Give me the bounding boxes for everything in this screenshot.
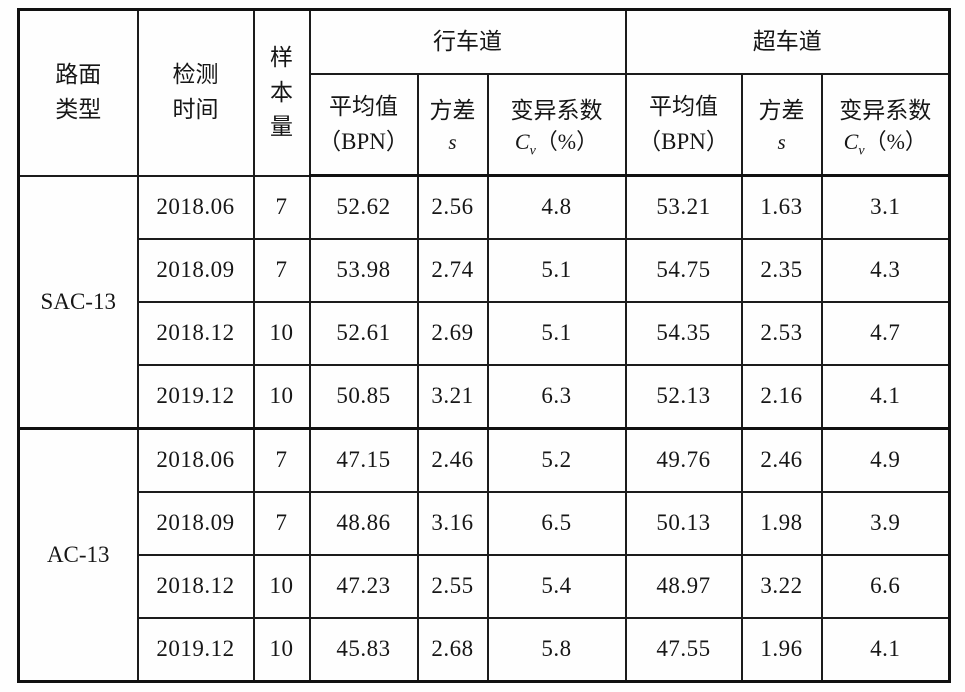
variance-symbol: s: [448, 129, 457, 154]
overtaking-cv-cell: 6.6: [820, 554, 951, 619]
header-overtaking-mean: 平均值 （BPN）: [624, 73, 743, 177]
cv-label: 变异系数: [839, 97, 932, 123]
variance-label: 方差: [429, 98, 476, 124]
driving-variance-cell: 2.69: [416, 301, 489, 366]
overtaking-cv-cell: 4.3: [820, 238, 951, 303]
date-cell: 2019.12: [136, 617, 255, 683]
pavement-type-cell: AC-13: [17, 427, 139, 683]
header-row-groups: 路面 类型 检测 时间 样 本 量 行车道 超车道: [17, 8, 951, 177]
variance-symbol: s: [777, 129, 786, 154]
overtaking-cv-cell: 3.9: [820, 491, 951, 556]
header-row-metrics: 平均值 （BPN） 方差 s 变异系数 Cv（%） 平均值 （BPN） 方差 s…: [19, 73, 951, 177]
driving-cv-cell: 5.2: [486, 427, 627, 493]
variance-label: 方差: [758, 98, 805, 124]
driving-mean-cell: 50.85: [308, 364, 419, 430]
overtaking-mean-cell: 48.97: [624, 554, 743, 619]
sample-size-cell: 10: [252, 301, 311, 366]
table-row: 2019.12 10 50.85 3.21 6.3 52.13 2.16 4.1: [19, 364, 951, 430]
overtaking-cv-cell: 4.1: [820, 617, 951, 683]
header-overtaking-variance: 方差 s: [740, 73, 823, 177]
overtaking-mean-cell: 47.55: [624, 617, 743, 683]
overtaking-mean-cell: 53.21: [624, 174, 743, 240]
driving-cv-cell: 5.8: [486, 617, 627, 683]
pavement-type-cell: SAC-13: [17, 174, 139, 430]
header-driving-variance: 方差 s: [416, 73, 489, 177]
overtaking-variance-cell: 2.53: [740, 301, 823, 366]
driving-cv-cell: 5.4: [486, 554, 627, 619]
driving-variance-cell: 2.56: [416, 174, 489, 240]
driving-cv-cell: 5.1: [486, 301, 627, 366]
driving-mean-cell: 52.61: [308, 301, 419, 366]
driving-cv-cell: 5.1: [486, 238, 627, 303]
header-driving-lane: 行车道: [308, 8, 627, 75]
sample-size-cell: 7: [252, 238, 311, 303]
table-row: 2019.12 10 45.83 2.68 5.8 47.55 1.96 4.1: [19, 617, 951, 683]
sample-size-cell: 7: [252, 427, 311, 493]
table-row: SAC-13 2018.06 7 52.62 2.56 4.8 53.21 1.…: [17, 174, 951, 430]
driving-cv-cell: 6.5: [486, 491, 627, 556]
driving-cv-cell: 4.8: [486, 174, 627, 240]
table-row: 2018.09 7 53.98 2.74 5.1 54.75 2.35 4.3: [19, 238, 951, 303]
sample-size-cell: 10: [252, 554, 311, 619]
cv-label: 变异系数: [510, 97, 603, 123]
overtaking-mean-cell: 49.76: [624, 427, 743, 493]
overtaking-cv-cell: 3.1: [820, 174, 951, 240]
driving-mean-cell: 45.83: [308, 617, 419, 683]
cv-symbol: Cv（%）: [843, 129, 927, 159]
header-overtaking-lane: 超车道: [624, 8, 951, 75]
header-driving-cv: 变异系数 Cv（%）: [486, 73, 627, 177]
overtaking-variance-cell: 2.35: [740, 238, 823, 303]
driving-variance-cell: 2.46: [416, 427, 489, 493]
table-row: 2018.09 7 48.86 3.16 6.5 50.13 1.98 3.9: [19, 491, 951, 556]
sample-size-cell: 7: [252, 174, 311, 240]
date-cell: 2018.09: [136, 238, 255, 303]
date-cell: 2019.12: [136, 364, 255, 430]
overtaking-variance-cell: 1.98: [740, 491, 823, 556]
date-cell: 2018.06: [136, 174, 255, 240]
driving-variance-cell: 2.68: [416, 617, 489, 683]
header-overtaking-cv: 变异系数 Cv（%）: [820, 73, 951, 177]
table-row: AC-13 2018.06 7 47.15 2.46 5.2 49.76 2.4…: [17, 427, 951, 683]
driving-mean-cell: 52.62: [308, 174, 419, 240]
header-detection-time: 检测 时间: [136, 8, 255, 177]
overtaking-mean-cell: 54.75: [624, 238, 743, 303]
header-pavement-type: 路面 类型: [17, 8, 139, 177]
date-cell: 2018.12: [136, 301, 255, 366]
driving-mean-cell: 47.23: [308, 554, 419, 619]
overtaking-mean-cell: 52.13: [624, 364, 743, 430]
header-driving-mean: 平均值 （BPN）: [308, 73, 419, 177]
overtaking-mean-cell: 54.35: [624, 301, 743, 366]
overtaking-variance-cell: 3.22: [740, 554, 823, 619]
overtaking-mean-cell: 50.13: [624, 491, 743, 556]
overtaking-variance-cell: 1.96: [740, 617, 823, 683]
overtaking-cv-cell: 4.7: [820, 301, 951, 366]
driving-variance-cell: 2.55: [416, 554, 489, 619]
driving-variance-cell: 2.74: [416, 238, 489, 303]
overtaking-variance-cell: 2.16: [740, 364, 823, 430]
pavement-friction-table: 路面 类型 检测 时间 样 本 量 行车道 超车道 平均值 （BPN） 方差 s…: [17, 8, 952, 683]
date-cell: 2018.06: [136, 427, 255, 493]
overtaking-cv-cell: 4.1: [820, 364, 951, 430]
driving-mean-cell: 48.86: [308, 491, 419, 556]
overtaking-variance-cell: 1.63: [740, 174, 823, 240]
overtaking-variance-cell: 2.46: [740, 427, 823, 493]
driving-mean-cell: 47.15: [308, 427, 419, 493]
driving-mean-cell: 53.98: [308, 238, 419, 303]
table-row: 2018.12 10 52.61 2.69 5.1 54.35 2.53 4.7: [19, 301, 951, 366]
sample-size-cell: 10: [252, 617, 311, 683]
date-cell: 2018.09: [136, 491, 255, 556]
table-row: 2018.12 10 47.23 2.55 5.4 48.97 3.22 6.6: [19, 554, 951, 619]
header-sample-size: 样 本 量: [252, 8, 311, 177]
sample-size-cell: 7: [252, 491, 311, 556]
driving-variance-cell: 3.16: [416, 491, 489, 556]
date-cell: 2018.12: [136, 554, 255, 619]
cv-symbol: Cv（%）: [514, 129, 599, 159]
driving-cv-cell: 6.3: [486, 364, 627, 430]
driving-variance-cell: 3.21: [416, 364, 489, 430]
sample-size-cell: 10: [252, 364, 311, 430]
overtaking-cv-cell: 4.9: [820, 427, 951, 493]
